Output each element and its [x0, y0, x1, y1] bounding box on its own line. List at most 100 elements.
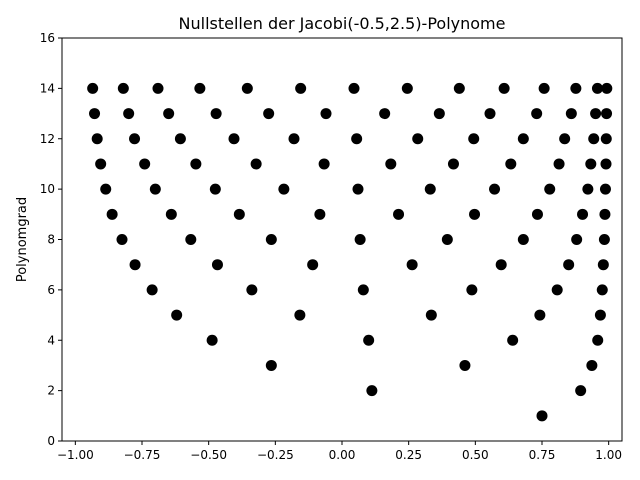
data-point: [585, 158, 597, 170]
data-point: [551, 284, 563, 296]
data-points: [87, 82, 613, 422]
data-point: [357, 284, 369, 296]
data-point: [577, 208, 589, 220]
data-point: [250, 158, 262, 170]
data-point: [559, 133, 571, 145]
y-tick-label: 16: [40, 31, 55, 45]
data-point: [209, 183, 221, 195]
data-point: [385, 158, 397, 170]
data-point: [453, 82, 465, 94]
data-point: [597, 259, 609, 271]
y-tick-label: 4: [47, 333, 55, 347]
x-tick-label: −1.00: [57, 448, 94, 462]
data-point: [517, 234, 529, 245]
data-point: [318, 158, 330, 170]
data-point: [600, 133, 612, 145]
data-point: [116, 234, 128, 245]
chart-title: Nullstellen der Jacobi(-0.5,2.5)-Polynom…: [179, 14, 506, 33]
data-point: [106, 208, 118, 220]
data-point: [599, 183, 611, 195]
x-tick-label: 0.50: [462, 448, 489, 462]
data-point: [599, 208, 611, 220]
data-point: [152, 82, 164, 94]
data-point: [351, 133, 363, 145]
y-axis: 0 2 4 6 8 10 12 14 16: [40, 31, 62, 448]
data-point: [507, 334, 519, 346]
x-axis: −1.00 −0.75 −0.50 −0.25 0.00 0.25 0.50 0.75 1.00: [57, 441, 622, 462]
data-point: [575, 385, 587, 397]
data-point: [571, 234, 583, 245]
data-point: [601, 108, 613, 120]
data-point: [171, 309, 183, 321]
data-point: [320, 108, 332, 120]
data-point: [190, 158, 202, 170]
data-point: [295, 82, 307, 94]
y-tick-label: 12: [40, 132, 55, 146]
data-point: [586, 359, 598, 371]
data-point: [278, 183, 290, 195]
x-tick-label: −0.50: [190, 448, 227, 462]
data-point: [314, 208, 326, 220]
data-point: [565, 108, 577, 120]
data-point: [91, 133, 103, 145]
x-tick-label: −0.25: [257, 448, 294, 462]
data-point: [265, 359, 277, 371]
data-point: [544, 183, 556, 195]
data-point: [129, 259, 141, 271]
data-point: [534, 309, 546, 321]
data-point: [211, 259, 223, 271]
data-point: [517, 133, 529, 145]
plot-frame: [61, 37, 623, 442]
data-point: [466, 284, 478, 296]
x-tick-label: −0.75: [124, 448, 161, 462]
data-point: [594, 309, 606, 321]
data-point: [598, 234, 610, 245]
x-tick-label: 1.00: [595, 448, 622, 462]
data-point: [163, 108, 175, 120]
data-point: [570, 82, 582, 94]
data-point: [590, 108, 602, 120]
data-point: [348, 82, 360, 94]
x-tick-label: 0.25: [395, 448, 422, 462]
data-point: [352, 183, 364, 195]
data-point: [538, 82, 550, 94]
data-point: [441, 234, 453, 245]
y-tick-label: 6: [47, 283, 55, 297]
data-point: [582, 183, 594, 195]
data-point: [592, 334, 604, 346]
data-point: [129, 133, 141, 145]
data-point: [246, 284, 258, 296]
data-point: [591, 82, 603, 94]
data-point: [149, 183, 161, 195]
data-point: [484, 108, 496, 120]
data-point: [424, 183, 436, 195]
data-point: [307, 259, 319, 271]
data-point: [505, 158, 517, 170]
y-tick-label: 2: [47, 384, 55, 398]
data-point: [459, 359, 471, 371]
x-tick-label: 0.00: [329, 448, 356, 462]
data-point: [87, 82, 99, 94]
x-tick-label: 0.75: [529, 448, 556, 462]
data-point: [393, 208, 405, 220]
data-point: [123, 108, 135, 120]
data-point: [433, 108, 445, 120]
data-point: [95, 158, 107, 170]
data-point: [425, 309, 437, 321]
data-point: [596, 284, 608, 296]
data-point: [363, 334, 375, 346]
data-point: [412, 133, 424, 145]
data-point: [406, 259, 418, 271]
y-tick-label: 0: [47, 434, 55, 448]
data-point: [89, 108, 101, 120]
data-point: [185, 234, 197, 245]
data-point: [531, 108, 543, 120]
data-point: [469, 208, 481, 220]
data-point: [600, 158, 612, 170]
plot-area: [62, 38, 622, 441]
data-point: [563, 259, 575, 271]
data-point: [263, 108, 275, 120]
data-point: [206, 334, 218, 346]
y-axis-label: Polynomgrad: [15, 197, 30, 282]
